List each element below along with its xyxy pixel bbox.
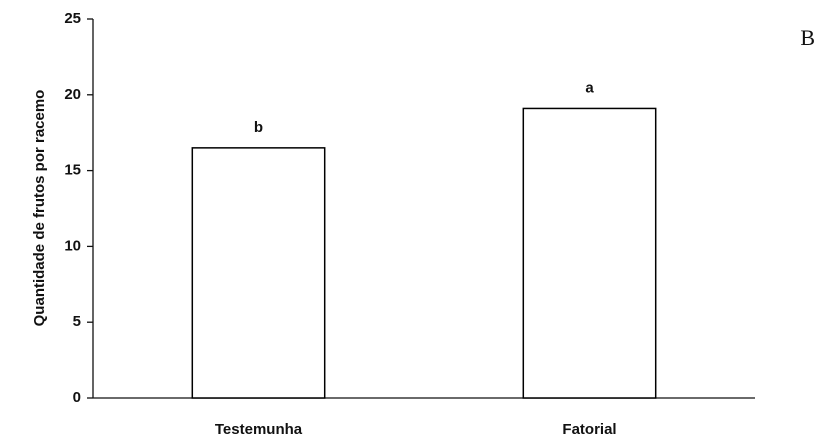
- significance-letter: a: [585, 79, 594, 96]
- bar: [522, 107, 657, 399]
- bar: [191, 147, 326, 399]
- y-tick-label: 5: [73, 313, 81, 330]
- x-tick-label: Testemunha: [215, 421, 303, 438]
- y-tick-label: 20: [64, 86, 81, 103]
- significance-letter: b: [254, 119, 263, 136]
- y-tick-label: 10: [64, 237, 81, 254]
- y-tick-label: 0: [73, 389, 81, 406]
- y-axis-label: Quantidade de frutos por racemo: [31, 90, 48, 327]
- y-tick-label: 25: [64, 10, 81, 27]
- panel-label: B: [800, 25, 815, 50]
- x-tick-label: Fatorial: [562, 421, 616, 438]
- y-tick-label: 15: [64, 162, 81, 179]
